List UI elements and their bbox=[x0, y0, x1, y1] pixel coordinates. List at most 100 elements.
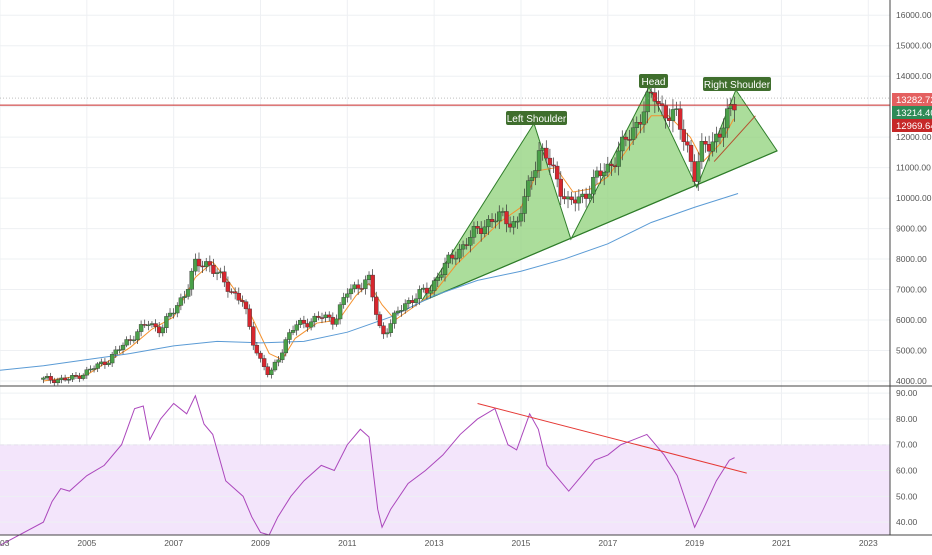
candle-body bbox=[374, 296, 379, 315]
rsi-tick-label: 50.00 bbox=[896, 491, 918, 501]
candle-body bbox=[583, 193, 589, 199]
candle-body bbox=[128, 339, 133, 341]
candle-body bbox=[55, 379, 61, 384]
candle-body bbox=[261, 358, 267, 367]
candle-body bbox=[681, 129, 686, 142]
candle-body bbox=[88, 368, 93, 371]
candle-body bbox=[290, 330, 296, 333]
candle-body bbox=[688, 144, 694, 162]
candle-body bbox=[370, 274, 375, 298]
candle-body bbox=[489, 219, 495, 222]
candle-body bbox=[685, 141, 690, 146]
price-tag-last: 13214.40 bbox=[896, 108, 932, 119]
price-tag-last-bg bbox=[892, 106, 932, 119]
candle-body bbox=[232, 291, 238, 294]
candle-body bbox=[442, 262, 448, 275]
candle-body bbox=[99, 361, 104, 365]
candle-body bbox=[482, 226, 487, 234]
candle-body bbox=[547, 157, 553, 166]
candle-body bbox=[109, 354, 115, 364]
candle-body bbox=[81, 374, 86, 379]
y-tick-label: 15000.00 bbox=[896, 41, 932, 51]
y-tick-label: 12000.00 bbox=[896, 132, 932, 142]
candle-body bbox=[334, 318, 339, 325]
candle-body bbox=[641, 111, 647, 125]
candle-body bbox=[138, 324, 144, 332]
candle-body bbox=[247, 308, 252, 327]
rsi-tick-label: 70.00 bbox=[896, 440, 918, 450]
candle-body bbox=[634, 122, 639, 128]
rsi-pane bbox=[0, 392, 890, 546]
candle-body bbox=[59, 377, 64, 380]
candle-body bbox=[450, 254, 455, 259]
x-tick-label: 2013 bbox=[425, 538, 444, 548]
candle-body bbox=[359, 288, 364, 290]
candle-body bbox=[175, 305, 180, 314]
candle-body bbox=[308, 321, 314, 328]
candle-body bbox=[460, 244, 466, 250]
candle-body bbox=[392, 312, 397, 324]
candle-body bbox=[431, 280, 437, 291]
candle-body bbox=[73, 375, 79, 377]
x-tick-label: 2005 bbox=[77, 538, 96, 548]
candle-body bbox=[345, 293, 350, 298]
candle-body bbox=[185, 289, 191, 297]
x-tick-label: 2019 bbox=[685, 538, 704, 548]
candle-body bbox=[706, 144, 712, 152]
candle-body bbox=[265, 366, 270, 375]
right-shoulder-label: Right Shoulder bbox=[704, 80, 771, 91]
candle-body bbox=[236, 292, 241, 301]
candle-body bbox=[663, 105, 668, 119]
candle-body bbox=[515, 220, 520, 223]
candle-body bbox=[598, 170, 603, 177]
candle-body bbox=[135, 331, 140, 341]
candle-body bbox=[413, 298, 419, 303]
candle-body bbox=[703, 141, 708, 145]
candle-body bbox=[153, 323, 158, 327]
price-tags: 13282.72 13214.40 12969.64 bbox=[892, 93, 932, 132]
candle-body bbox=[298, 319, 303, 325]
candle-body bbox=[95, 363, 100, 369]
y-tick-label: 16000.00 bbox=[896, 10, 932, 20]
candle-body bbox=[62, 377, 68, 381]
candle-body bbox=[446, 254, 451, 264]
candle-body bbox=[457, 248, 462, 259]
candle-body bbox=[272, 361, 278, 371]
candle-body bbox=[587, 193, 592, 199]
candle-body bbox=[200, 265, 205, 268]
candle-body bbox=[52, 380, 57, 384]
candle-body bbox=[526, 180, 531, 197]
candle-body bbox=[464, 244, 469, 246]
trend-line bbox=[713, 115, 756, 162]
candle-body bbox=[377, 314, 383, 327]
candle-body bbox=[222, 271, 227, 283]
candlesticks bbox=[41, 82, 737, 386]
candle-body bbox=[573, 199, 578, 204]
candle-body bbox=[518, 213, 524, 222]
y-tick-label: 7000.00 bbox=[896, 285, 927, 295]
y-tick-label: 6000.00 bbox=[896, 315, 927, 325]
y-tick-label: 4000.00 bbox=[896, 376, 927, 386]
candle-body bbox=[721, 127, 726, 138]
candle-body bbox=[254, 345, 260, 354]
candle-body bbox=[178, 297, 184, 306]
candle-body bbox=[240, 300, 245, 302]
rsi-band bbox=[0, 444, 890, 535]
x-tick-label: 2009 bbox=[251, 538, 270, 548]
candle-body bbox=[171, 312, 176, 315]
candle-body bbox=[251, 326, 256, 346]
candle-body bbox=[656, 100, 661, 104]
candle-body bbox=[623, 136, 629, 140]
price-tag-upper-bg bbox=[892, 93, 932, 106]
x-tick-label: 2017 bbox=[598, 538, 617, 548]
candle-body bbox=[616, 150, 621, 167]
candle-body bbox=[507, 223, 513, 228]
candle-body bbox=[649, 91, 654, 94]
candle-body bbox=[601, 171, 607, 177]
candle-body bbox=[569, 196, 574, 201]
candle-body bbox=[193, 258, 198, 272]
candle-body bbox=[558, 178, 563, 197]
candle-body bbox=[84, 369, 90, 376]
y-tick-label: 9000.00 bbox=[896, 224, 927, 234]
